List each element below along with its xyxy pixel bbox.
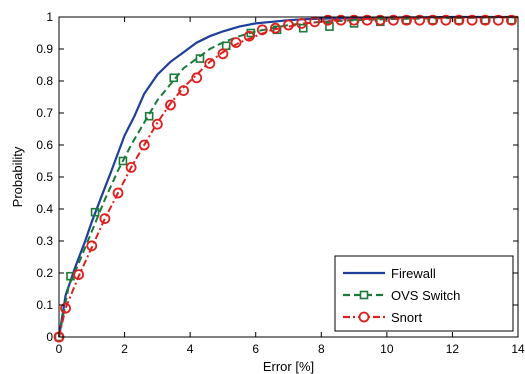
y-tick-label: 0.6 [36, 138, 53, 152]
y-tick-label: 0.7 [36, 106, 53, 120]
x-tick-label: 14 [511, 342, 525, 356]
series-marker-circle [191, 72, 203, 84]
series-marker-circle [427, 14, 439, 26]
y-tick-label: 0.3 [36, 234, 53, 248]
series-marker-square [325, 22, 334, 31]
series-marker-circle [296, 17, 308, 29]
x-tick-label: 2 [121, 342, 128, 356]
y-tick-label: 0.9 [36, 42, 53, 56]
x-axis-label: Error [%] [263, 359, 314, 374]
series-marker-circle [401, 14, 412, 26]
x-tick-label: 10 [380, 342, 394, 356]
series-marker-square [246, 28, 256, 38]
series-marker-circle [230, 37, 242, 48]
series-marker-circle [243, 30, 255, 42]
series-marker-circle [178, 85, 189, 96]
y-axis-label: Probability [10, 146, 25, 207]
series-marker-circle [256, 24, 268, 36]
series-marker-circle [86, 240, 98, 252]
series-marker-circle [217, 48, 229, 60]
series-marker-square [195, 54, 205, 63]
y-tick-label: 0.8 [36, 74, 53, 88]
legend: Firewall OVS Switch Snort [334, 255, 514, 332]
x-tick-label: 12 [446, 342, 460, 356]
series-marker-circle [361, 14, 373, 26]
legend-marker-square [359, 290, 369, 300]
y-tick-label: 0.1 [36, 298, 53, 312]
legend-label-firewall: Firewall [391, 266, 436, 281]
series-marker-circle [60, 302, 71, 314]
legend-label-snort: Snort [391, 310, 422, 325]
y-tick-label: 0.5 [36, 170, 53, 184]
series-marker-circle [269, 22, 281, 34]
series-marker-circle [99, 213, 111, 225]
x-axis-ticks: 0 2 4 6 8 10 12 14 [56, 17, 525, 356]
series-marker-circle [414, 14, 426, 26]
series-marker-circle [388, 14, 399, 26]
y-tick-label: 0.4 [36, 202, 53, 216]
series-marker-circle [479, 14, 491, 26]
series-marker-circle [138, 139, 150, 151]
series-marker-circle [112, 187, 124, 199]
series-marker-circle [374, 14, 386, 26]
series-marker-circle [125, 161, 137, 173]
x-tick-label: 4 [187, 342, 194, 356]
y-tick-label: 1 [46, 10, 53, 24]
series-marker-circle [151, 118, 163, 130]
series-marker-circle [466, 14, 478, 26]
series-marker-square [90, 207, 100, 217]
series-marker-circle [204, 58, 216, 69]
x-tick-label: 8 [318, 342, 325, 356]
series-marker-square [144, 111, 154, 121]
series-marker-square [221, 41, 231, 51]
series-marker-circle [165, 99, 176, 111]
series-marker-circle [348, 14, 360, 26]
series-marker-circle [453, 14, 465, 26]
y-tick-label: 0.2 [36, 266, 53, 280]
plot-markers [53, 14, 517, 343]
y-axis-ticks: 0 0.1 0.2 0.3 0.4 0.5 0.6 0.7 0.8 0.9 1 [36, 10, 518, 344]
legend-marker-circle [358, 311, 370, 323]
series-marker-circle [335, 14, 347, 26]
series-marker-square [169, 73, 179, 83]
legend-label-ovs-switch: OVS Switch [391, 288, 460, 303]
series-marker-circle [283, 19, 294, 31]
series-marker-square [118, 156, 128, 166]
series-line-snort [58, 16, 519, 338]
y-tick-label: 0 [46, 330, 53, 344]
x-tick-label: 0 [56, 342, 63, 356]
x-tick-label: 6 [252, 342, 259, 356]
series-marker-circle [506, 14, 517, 26]
series-marker-circle [440, 14, 452, 26]
series-marker-circle [322, 14, 334, 26]
series-marker-circle [73, 269, 85, 281]
series-marker-circle [492, 14, 504, 26]
